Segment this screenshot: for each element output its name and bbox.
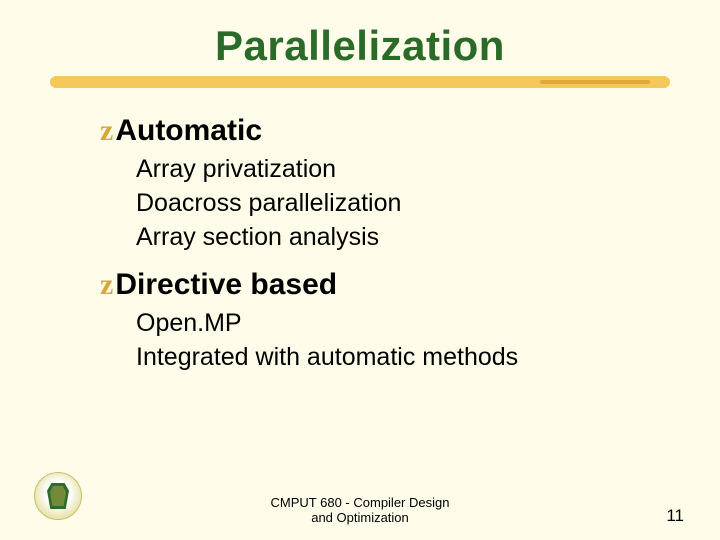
list-item: Doacross parallelization (136, 187, 680, 221)
bullet-icon: z (100, 116, 113, 146)
logo-icon (34, 472, 82, 520)
slide: Parallelization z Automatic Array privat… (0, 0, 720, 540)
content-area: z Automatic Array privatization Doacross… (100, 114, 680, 375)
footer-line-1: CMPUT 680 - Compiler Design (271, 495, 450, 511)
footer-text: CMPUT 680 - Compiler Design and Optimiza… (271, 495, 450, 526)
section-heading-automatic: z Automatic (100, 114, 680, 147)
list-item: Array privatization (136, 153, 680, 187)
page-number: 11 (666, 506, 684, 526)
list-item: Array section analysis (136, 221, 680, 255)
underline-accent (540, 80, 650, 84)
list-item: Open.MP (136, 307, 680, 341)
shield-icon (47, 483, 69, 509)
section-heading-directive: z Directive based (100, 268, 680, 301)
heading-text: Automatic (115, 114, 262, 147)
list-item: Integrated with automatic methods (136, 341, 680, 375)
bullet-icon: z (100, 270, 113, 300)
footer-line-2: and Optimization (271, 510, 450, 526)
title-underline (50, 76, 670, 104)
heading-text: Directive based (115, 268, 337, 301)
slide-title: Parallelization (40, 22, 680, 70)
